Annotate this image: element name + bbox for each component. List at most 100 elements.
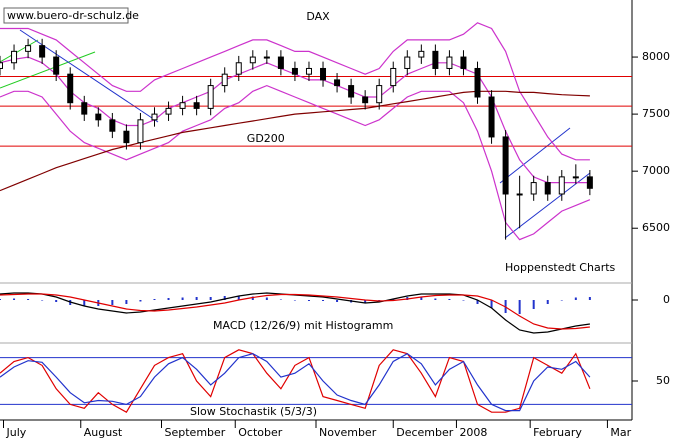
histogram-bar [476, 300, 479, 304]
candle-body [320, 67, 327, 81]
stochastic-title: Slow Stochastik (5/3/3) [190, 405, 317, 418]
histogram-bar [181, 297, 184, 300]
candle-body [221, 73, 228, 87]
histogram-bar [293, 300, 296, 301]
histogram-bar [13, 298, 16, 300]
candle-body [39, 45, 46, 58]
x-tick-label: Mar [610, 426, 631, 439]
candle-body [418, 50, 425, 58]
candle-body [249, 56, 256, 64]
macd-title: MACD (12/26/9) mit Histogramm [213, 319, 393, 332]
candle-body [137, 119, 144, 144]
x-tick-label: 2008 [459, 426, 487, 439]
candle-body [544, 182, 551, 195]
y-tick-label: 7000 [642, 164, 670, 177]
histogram-bar [322, 300, 325, 301]
histogram-bar [336, 300, 339, 302]
histogram-bar [83, 300, 86, 306]
histogram-bar [518, 300, 521, 314]
candle-body [404, 56, 411, 69]
candle-body [474, 67, 481, 98]
candle-body [305, 67, 312, 75]
candle-body [291, 67, 298, 75]
candle-body [460, 56, 467, 69]
candle-body [376, 85, 383, 104]
candle-body [207, 85, 214, 109]
histogram-bar [546, 300, 549, 304]
candle-body [586, 176, 593, 189]
candle-body [263, 56, 270, 59]
candle-body [95, 113, 102, 121]
candle-body [0, 62, 3, 69]
x-tick-label: October [238, 426, 282, 439]
candle-body [572, 176, 579, 179]
candle-body [179, 102, 186, 109]
candle-body [530, 182, 537, 195]
candle-body [334, 79, 341, 87]
histogram-bar [209, 297, 212, 300]
histogram-bar [434, 298, 437, 300]
x-tick-label: July [6, 426, 27, 439]
histogram-bar [448, 299, 451, 300]
candle-body [488, 96, 495, 138]
histogram-bar [307, 300, 310, 301]
histogram-bar [237, 296, 240, 300]
candle-body [277, 56, 284, 69]
histogram-bar [223, 296, 226, 300]
source-box [3, 7, 129, 24]
trend-line [499, 127, 571, 184]
candle-body [235, 62, 242, 75]
candle-body [109, 119, 116, 132]
histogram-bar [41, 300, 44, 301]
histogram-bar [532, 300, 535, 309]
histogram-bar [364, 300, 367, 303]
histogram-bar [125, 300, 128, 304]
histogram-bar [111, 300, 114, 305]
histogram-bar [251, 296, 254, 300]
histogram-bar [0, 299, 1, 300]
histogram-bar [153, 299, 156, 300]
candle-body [151, 113, 158, 121]
trend-line [0, 39, 39, 63]
candle-body [558, 176, 565, 195]
y-tick-label: 50 [656, 374, 670, 387]
series-line [0, 352, 591, 412]
candle-body [362, 96, 369, 104]
y-tick-label: 7500 [642, 107, 670, 120]
candle-body [25, 45, 32, 52]
candle-body [193, 102, 200, 109]
source-label: www.buero-dr-schulz.de [7, 9, 139, 22]
candle-body [11, 50, 18, 64]
x-tick-label: November [319, 426, 377, 439]
histogram-bar [574, 297, 577, 300]
histogram-bar [27, 299, 30, 300]
series-line [0, 84, 591, 241]
y-tick-label: 0 [663, 293, 670, 306]
candle-body [123, 130, 130, 144]
histogram-bar [265, 297, 268, 300]
provider-label: Hoppenstedt Charts [505, 261, 616, 274]
histogram-bar [139, 300, 142, 302]
series-line [0, 22, 590, 161]
x-tick-label: August [84, 426, 123, 439]
candle-body [432, 50, 439, 69]
y-tick-label: 6500 [642, 221, 670, 234]
candle-body [67, 73, 74, 104]
x-tick-label: September [165, 426, 226, 439]
candle-body [53, 56, 60, 75]
histogram-bar [462, 300, 465, 301]
histogram-bar [588, 297, 591, 300]
candle-body [516, 193, 523, 196]
series-line [0, 349, 591, 414]
histogram-bar [560, 300, 563, 301]
series-line [0, 293, 590, 330]
candle-body [81, 102, 88, 115]
candle-body [165, 107, 172, 115]
histogram-bar [167, 298, 170, 300]
x-tick-label: December [396, 426, 454, 439]
candle-body [446, 56, 453, 69]
chart-title: DAX [306, 10, 330, 23]
